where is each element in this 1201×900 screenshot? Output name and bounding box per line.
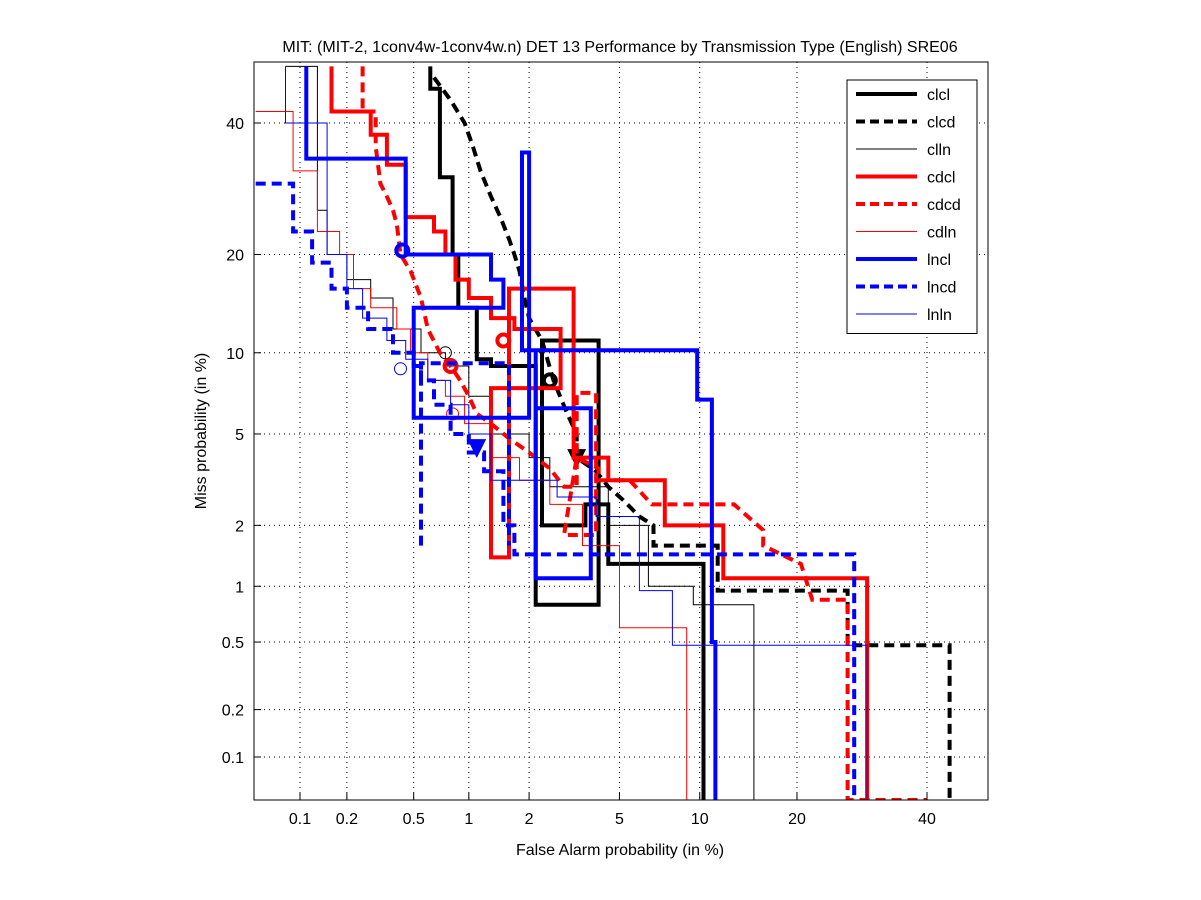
x-tick-label: 1 (464, 811, 473, 828)
legend-label-clcd: clcd (927, 115, 955, 132)
series-line-lncl (304, 66, 718, 800)
series-line-cdcd (360, 66, 927, 800)
series-line-lncd (255, 181, 857, 800)
x-tick-label: 0.1 (289, 811, 311, 828)
series-line-lnln (285, 66, 868, 800)
series-line-lncd-extra (419, 361, 511, 546)
min-dcf-marker-cdcl (495, 332, 512, 349)
x-tick-label: 2 (525, 811, 534, 828)
legend-label-clcl: clcl (927, 87, 950, 104)
legend-label-lncl: lncl (927, 252, 951, 269)
x-tick-label: 5 (615, 811, 624, 828)
y-tick-label: 20 (226, 247, 244, 264)
legend-label-cdcd: cdcd (927, 197, 961, 214)
series-layer (255, 65, 952, 800)
chart-title: MIT: (MIT-2, 1conv4w-1conv4w.n) DET 13 P… (282, 39, 957, 56)
min-dcf-marker-lnln (393, 362, 407, 376)
y-tick-label: 0.2 (222, 703, 244, 720)
legend-label-clln: clln (927, 142, 951, 159)
y-tick-label: 10 (226, 346, 244, 363)
y-tick-label: 40 (226, 116, 244, 133)
plot-frame (253, 61, 989, 801)
y-tick-label: 2 (235, 518, 244, 535)
x-tick-label: 0.2 (336, 811, 358, 828)
x-tick-label: 20 (788, 811, 806, 828)
min-dcf-marker-lncd (467, 439, 487, 459)
legend-label-cdln: cdln (927, 225, 956, 242)
min-dcf-marker-lncl (394, 242, 411, 259)
legend-label-cdcl: cdcl (927, 170, 955, 187)
legend-label-lnln: lnln (927, 307, 952, 324)
y-axis-label: Miss probability (in %) (193, 353, 210, 509)
x-axis-label: False Alarm probability (in %) (516, 842, 724, 859)
min-dcf-marker-cdcd (442, 358, 459, 375)
legend-label-lncd: lncd (927, 280, 956, 297)
legend: clcl clcd clln cdcl cdcd cdln lncl lncd lnln (846, 79, 978, 334)
grid (254, 62, 988, 800)
x-axis: 0.1 0.2 0.5 1 2 5 10 20 40 (289, 793, 936, 828)
y-tick-label: 0.5 (222, 635, 244, 652)
x-tick-label: 40 (918, 811, 936, 828)
y-tick-label: 5 (235, 427, 244, 444)
x-tick-label: 0.5 (403, 811, 425, 828)
x-tick-label: 10 (691, 811, 709, 828)
y-tick-label: 0.1 (222, 750, 244, 767)
y-axis: 0.1 0.2 0.5 1 2 5 10 20 40 (222, 116, 261, 767)
y-tick-label: 1 (235, 579, 244, 596)
